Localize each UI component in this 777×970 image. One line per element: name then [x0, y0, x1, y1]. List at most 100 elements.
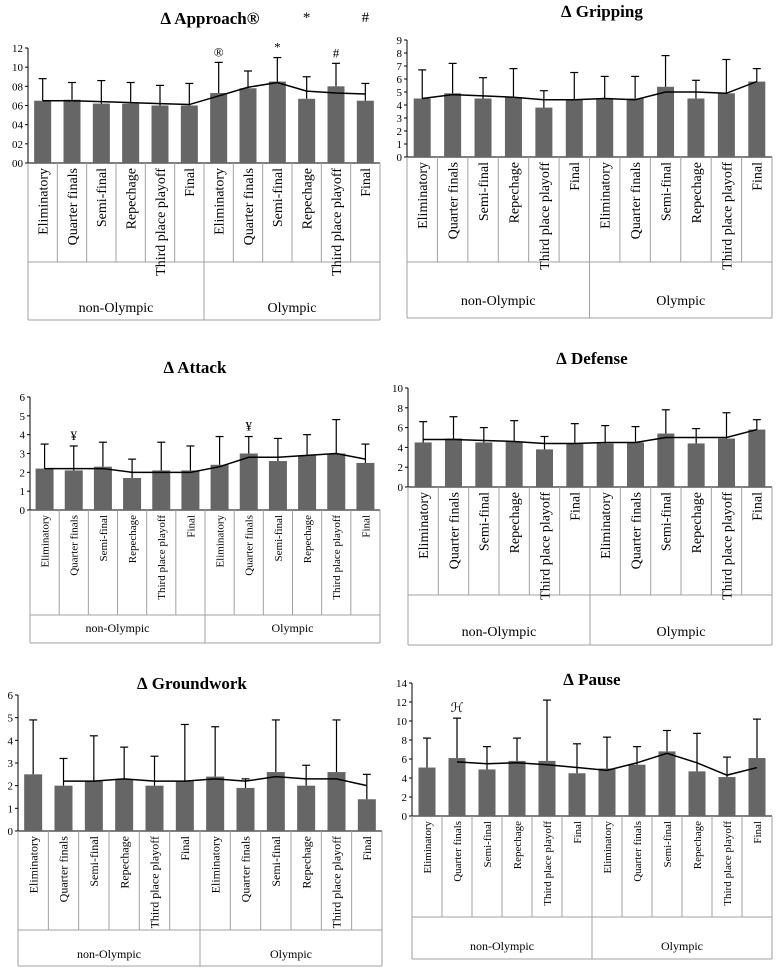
- groundwork-y-tick-label-5: 5: [8, 713, 14, 725]
- groundwork-category-label-3: Repechage: [117, 836, 131, 889]
- defense-trend-line: [423, 428, 758, 445]
- groundwork-title: ∆ Groundwork: [137, 674, 247, 693]
- attack-category-label-0: Eliminatory: [39, 515, 51, 568]
- gripping-y-tick-label-6: 6: [397, 74, 403, 86]
- approach-annotation-2: #: [333, 45, 340, 60]
- pause-y-tick-label-2: 4: [402, 773, 408, 785]
- pause-category-label-0: Eliminatory: [422, 821, 434, 874]
- approach-category-label-4: Third place playoff: [154, 168, 169, 276]
- approach-title-mark-1: #: [362, 10, 370, 26]
- pause-bar-0: [418, 767, 436, 816]
- groundwork-bar-9: [297, 785, 316, 831]
- pause-y-tick-label-3: 6: [402, 754, 408, 766]
- pause-category-label-8: Semi-final: [662, 821, 674, 867]
- approach-bar-6: [210, 93, 228, 163]
- gripping-category-label-6: Eliminatory: [599, 162, 614, 229]
- approach-title-mark-0: *: [303, 10, 311, 26]
- groundwork-bar-1: [54, 785, 73, 831]
- approach-y-tick-label-5: 10: [12, 62, 24, 74]
- gripping-category-label-8: Semi-final: [659, 162, 674, 221]
- chart-defense: ∆ Defense 0 2 4 6 8 10 Eliminatory Quarter final…: [392, 345, 777, 650]
- attack-bar-10: [327, 453, 346, 510]
- pause-bar-2: [478, 769, 496, 816]
- groundwork-category-label-4: Third place playoff: [148, 836, 162, 928]
- attack-bar-3: [123, 477, 142, 510]
- groundwork-bar-10: [327, 772, 346, 831]
- pause-bar-9: [688, 771, 706, 816]
- pause-category-label-10: Third place playoff: [722, 821, 734, 906]
- gripping-bar-9: [687, 98, 705, 157]
- gripping-y-tick-label-4: 4: [397, 100, 403, 112]
- attack-category-label-5: Final: [185, 515, 197, 538]
- groundwork-bar-11: [357, 799, 376, 831]
- gripping-bar-4: [535, 107, 553, 157]
- approach-bar-11: [356, 100, 374, 163]
- groundwork-category-label-8: Semi-final: [269, 835, 283, 886]
- defense-bar-7: [627, 442, 644, 487]
- gripping-y-tick-label-3: 3: [397, 113, 403, 125]
- attack-category-label-8: Semi-final: [273, 515, 285, 561]
- defense-bar-3: [505, 441, 523, 487]
- groundwork-trend-line: [63, 775, 367, 787]
- chart-pause: ∆ Pause 0 2 4 6 8 10 12 14 ℋ Eliminatory Quarter fi…: [392, 665, 777, 970]
- pause-bar-7: [628, 764, 646, 816]
- approach-title: ∆ Approach®: [161, 9, 260, 28]
- defense-bar-5: [566, 443, 584, 487]
- approach-bar-2: [92, 103, 110, 163]
- gripping-bar-7: [626, 98, 644, 157]
- attack-bar-5: [181, 470, 200, 510]
- gripping-y-tick-label-7: 7: [397, 61, 403, 73]
- defense-y-tick-label-5: 10: [392, 383, 404, 395]
- approach-annotation-1: *: [274, 40, 281, 55]
- chart-attack: ∆ Attack 0 1 2 3 4 5 6 ¥ ¥ Eliminatory Quarter fina…: [0, 355, 388, 645]
- attack-group-label-1: Olympic: [272, 621, 314, 635]
- approach-category-label-6: Eliminatory: [213, 168, 228, 235]
- groundwork-y-tick-label-3: 3: [8, 758, 14, 770]
- defense-y-tick-label-3: 6: [398, 423, 404, 435]
- groundwork-category-label-11: Final: [360, 835, 374, 860]
- gripping-bar-8: [657, 86, 675, 157]
- approach-annotation-0: ®: [214, 44, 224, 59]
- gripping-y-tick-label-0: 0: [397, 152, 403, 164]
- pause-category-label-4: Third place playoff: [542, 821, 554, 906]
- approach-trend-line: [42, 81, 366, 106]
- gripping-bar-5: [565, 99, 583, 157]
- defense-y-tick-label-2: 4: [398, 442, 404, 454]
- attack-category-label-3: Repechage: [127, 515, 139, 563]
- groundwork-bar-5: [175, 781, 194, 831]
- attack-trend-line: [44, 452, 366, 474]
- defense-category-label-10: Third place playoff: [720, 492, 735, 600]
- gripping-bar-3: [504, 97, 522, 157]
- defense-chart-svg: ∆ Defense 0 2 4 6 8 10 Eliminatory Quarter final…: [392, 349, 773, 646]
- pause-annotation-0: ℋ: [451, 700, 464, 715]
- approach-category-label-5: Final: [183, 168, 198, 197]
- defense-bar-11: [748, 429, 766, 487]
- approach-bar-5: [180, 105, 198, 163]
- pause-y-tick-label-1: 2: [402, 792, 408, 804]
- defense-category-label-7: Quarter finals: [629, 492, 644, 569]
- defense-category-label-6: Eliminatory: [599, 492, 614, 559]
- groundwork-bar-2: [84, 781, 103, 831]
- gripping-title: ∆ Gripping: [561, 2, 643, 21]
- attack-bar-11: [356, 462, 375, 510]
- groundwork-category-label-5: Final: [178, 835, 192, 860]
- attack-title: ∆ Attack: [164, 358, 227, 377]
- approach-group-label-1: Olympic: [268, 301, 317, 316]
- pause-bar-8: [658, 751, 676, 816]
- gripping-y-tick-label-2: 2: [397, 126, 403, 138]
- groundwork-bar-0: [24, 774, 43, 831]
- approach-y-tick-label-0: 00: [12, 158, 24, 170]
- attack-y-tick-label-0: 0: [20, 505, 26, 517]
- approach-category-label-3: Repechage: [125, 168, 140, 229]
- pause-group-label-1: Olympic: [661, 939, 703, 953]
- approach-category-label-11: Final: [359, 168, 374, 197]
- defense-bar-2: [475, 442, 493, 487]
- pause-bar-3: [508, 760, 526, 816]
- attack-bar-9: [298, 455, 317, 510]
- groundwork-bar-3: [115, 778, 134, 831]
- pause-bar-5: [568, 773, 586, 816]
- gripping-category-label-4: Third place playoff: [538, 162, 553, 270]
- attack-bar-6: [210, 464, 229, 510]
- defense-category-label-8: Semi-final: [660, 492, 675, 551]
- defense-bar-4: [536, 449, 553, 487]
